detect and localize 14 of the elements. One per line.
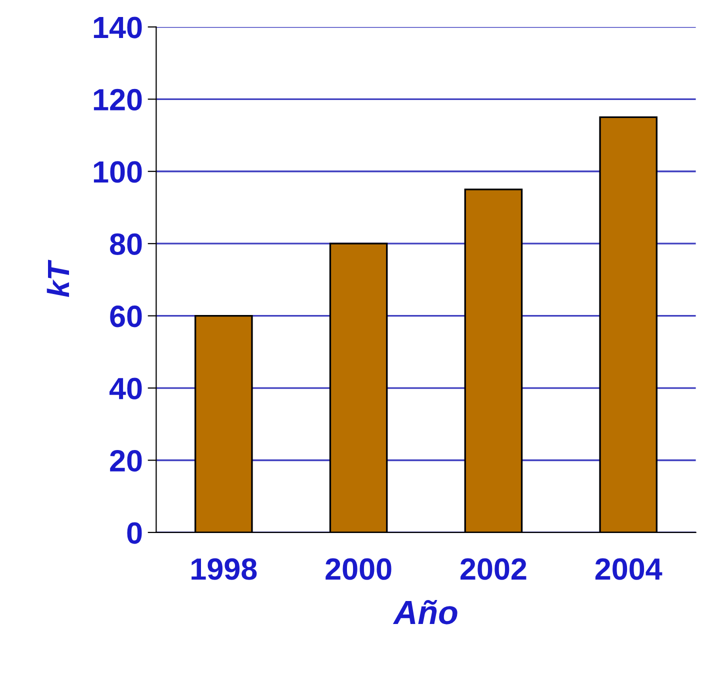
x-tick-label: 2000 xyxy=(326,558,392,580)
x-tick-label: 2004 xyxy=(595,558,662,580)
y-tick-label: 80 xyxy=(110,233,142,255)
y-tick-label: 120 xyxy=(94,88,142,111)
y-axis-title: kT xyxy=(46,260,70,298)
y-tick-label: 20 xyxy=(110,450,142,472)
x-tick-label: 2002 xyxy=(460,558,526,580)
x-axis-title: Año xyxy=(392,600,458,624)
x-tick-label: 1998 xyxy=(192,558,257,580)
y-tick-label: 0 xyxy=(127,522,142,544)
y-tick-label: 60 xyxy=(110,306,142,328)
y-tick-label: 100 xyxy=(94,161,142,183)
y-tick-label: 40 xyxy=(109,378,142,400)
y-tick-label: 140 xyxy=(94,16,142,38)
